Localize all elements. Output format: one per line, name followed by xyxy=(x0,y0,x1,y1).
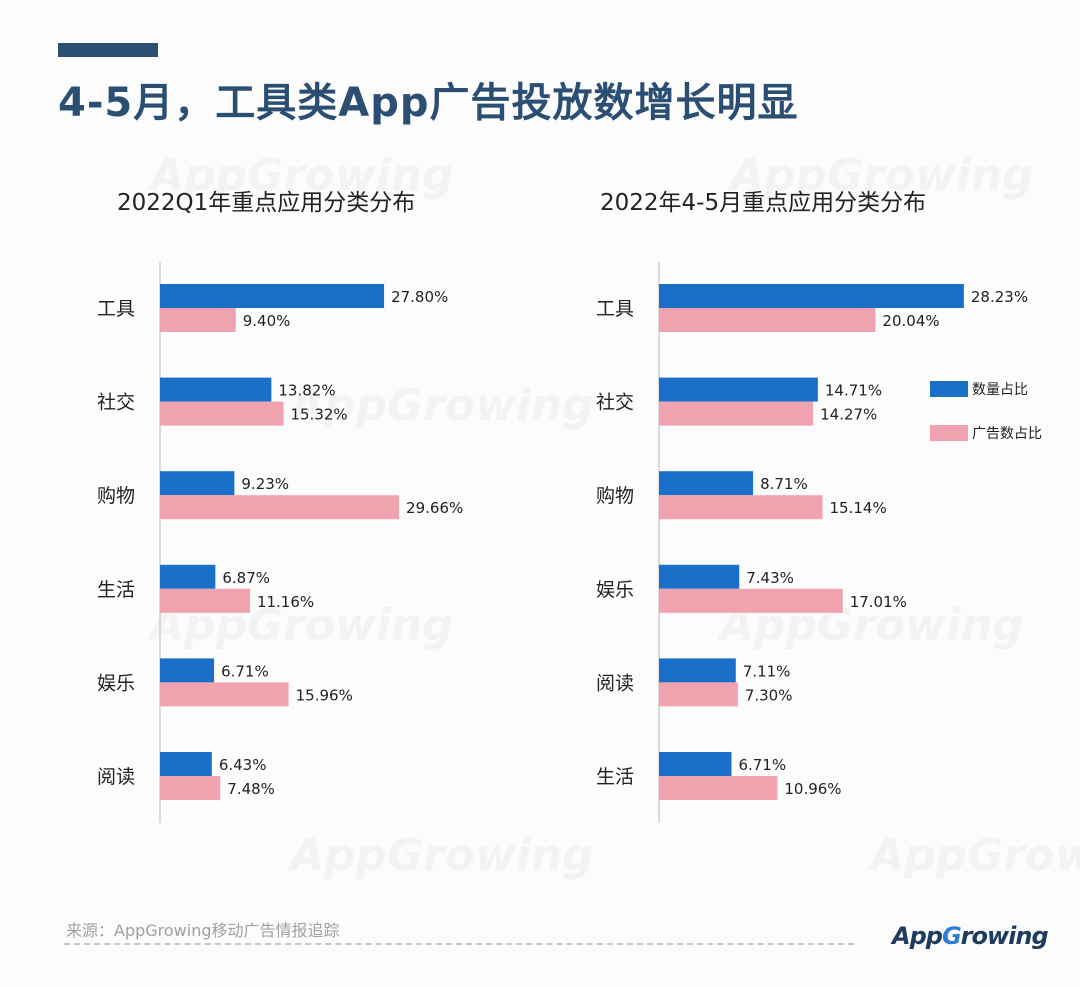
bar-ad-share xyxy=(160,776,221,800)
category-label: 购物 xyxy=(596,485,634,507)
source-note: 来源：AppGrowing移动广告情报追踪 xyxy=(66,921,340,940)
data-label: 28.23% xyxy=(971,288,1028,306)
data-label: 29.66% xyxy=(406,499,463,517)
bar-ad-share xyxy=(160,588,250,613)
data-label: 9.23% xyxy=(241,475,289,493)
bar-count-share xyxy=(659,564,740,589)
data-label: 17.01% xyxy=(850,593,907,611)
data-label: 15.32% xyxy=(290,406,347,424)
bar-count-share xyxy=(160,377,272,402)
page-title: 4-5月，工具类App广告投放数增长明显 xyxy=(58,80,799,126)
data-label: 6.71% xyxy=(221,662,269,680)
category-label: 购物 xyxy=(97,485,135,507)
category-label: 社交 xyxy=(97,392,135,414)
category-label: 社交 xyxy=(596,392,634,414)
category-label: 娱乐 xyxy=(97,672,135,694)
bar-ad-share xyxy=(160,495,400,520)
bar-ad-share xyxy=(659,495,823,520)
title-accent-bar xyxy=(58,43,158,57)
legend-swatch xyxy=(930,425,968,441)
bar-count-share xyxy=(160,752,212,776)
data-label: 6.43% xyxy=(219,756,267,774)
data-label: 7.30% xyxy=(745,686,793,704)
bar-count-share xyxy=(659,471,754,496)
data-label: 15.96% xyxy=(296,686,353,704)
data-label: 15.14% xyxy=(830,499,887,517)
category-label: 生活 xyxy=(97,579,135,601)
category-label: 阅读 xyxy=(97,766,135,788)
appgrowing-logo: AppGrowing xyxy=(892,922,1049,950)
data-label: 6.71% xyxy=(738,756,786,774)
bar-count-share xyxy=(659,752,732,776)
bar-ad-share xyxy=(160,682,289,707)
bar-ad-share xyxy=(659,682,738,707)
data-label: 7.43% xyxy=(746,569,794,587)
legend-swatch xyxy=(930,381,968,397)
legend-label: 数量占比 xyxy=(972,382,1028,398)
chart-title-right: 2022年4-5月重点应用分类分布 xyxy=(600,190,927,216)
bar-ad-share xyxy=(659,588,843,613)
category-label: 生活 xyxy=(596,766,634,788)
bar-count-share xyxy=(659,377,818,402)
data-label: 7.11% xyxy=(743,662,791,680)
data-label: 14.27% xyxy=(820,406,877,424)
category-label: 娱乐 xyxy=(596,579,634,601)
data-label: 6.87% xyxy=(222,569,270,587)
data-label: 9.40% xyxy=(243,312,291,330)
bar-ad-share xyxy=(659,308,876,332)
data-label: 27.80% xyxy=(391,288,448,306)
chart-title-left: 2022Q1年重点应用分类分布 xyxy=(117,190,416,216)
category-label: 阅读 xyxy=(596,672,634,694)
data-label: 20.04% xyxy=(882,312,939,330)
data-label: 11.16% xyxy=(257,593,314,611)
bar-count-share xyxy=(659,284,964,308)
bar-count-share xyxy=(659,658,736,683)
data-label: 13.82% xyxy=(278,382,335,400)
bar-ad-share xyxy=(659,776,778,800)
data-label: 8.71% xyxy=(760,475,808,493)
bar-count-share xyxy=(160,564,216,589)
bar-ad-share xyxy=(160,401,284,426)
footer-divider xyxy=(64,943,854,945)
bar-count-share xyxy=(160,658,215,683)
legend-label: 广告数占比 xyxy=(972,426,1042,442)
bar-count-share xyxy=(160,284,385,308)
data-label: 10.96% xyxy=(784,780,841,798)
bar-ad-share xyxy=(160,308,236,332)
data-label: 7.48% xyxy=(227,780,275,798)
category-label: 工具 xyxy=(596,298,634,320)
bar-count-share xyxy=(160,471,235,496)
bar-ad-share xyxy=(659,401,814,426)
data-label: 14.71% xyxy=(825,382,882,400)
category-label: 工具 xyxy=(97,298,135,320)
